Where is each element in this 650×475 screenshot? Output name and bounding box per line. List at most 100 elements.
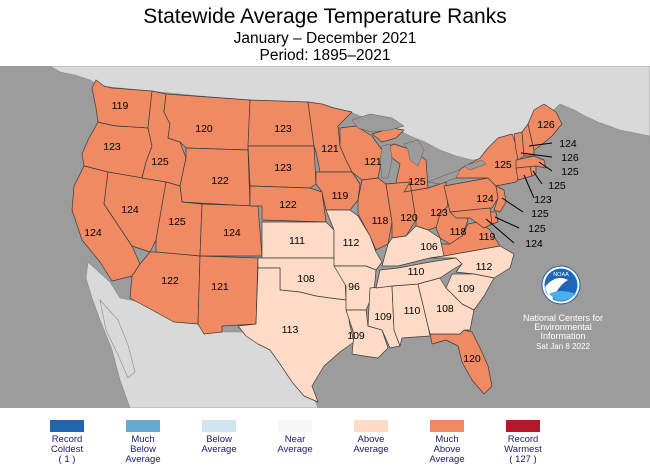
rank-ia: 119 <box>332 190 349 202</box>
legend: Record Coldest( 1 ) Much Below Average Below A… <box>0 408 650 475</box>
legend-item: Record Coldest( 1 ) <box>29 420 105 465</box>
legend-swatch <box>354 420 388 432</box>
rank-oh: 123 <box>430 207 448 219</box>
rank-mi: 125 <box>408 176 426 188</box>
rank-co: 124 <box>223 227 241 239</box>
rank-nc: 112 <box>476 261 493 273</box>
pointer-ri <box>532 170 543 185</box>
legend-label: Average <box>353 444 389 455</box>
rank-ma: 125 <box>561 166 579 178</box>
state-ga <box>417 277 475 335</box>
rank-ky: 106 <box>420 241 438 253</box>
rank-in: 120 <box>400 212 418 224</box>
rank-la: 109 <box>347 330 365 342</box>
rank-ct: 123 <box>534 194 552 206</box>
state-md <box>449 207 493 229</box>
legend-label: Average <box>429 454 465 465</box>
state-oh <box>403 181 449 231</box>
lake-michigan <box>379 143 393 179</box>
rank-ks: 111 <box>289 235 305 247</box>
rank-ar: 96 <box>348 281 360 293</box>
legend-label: Record <box>51 434 83 445</box>
us-temperature-rank-map: 119 123 124 125 124 120 122 125 122 124 … <box>0 66 650 408</box>
lake-erie <box>427 169 461 185</box>
noaa-org-line1: National Centers for <box>523 313 603 323</box>
legend-label: Below <box>206 434 232 445</box>
map-period: Period: 1895–2021 <box>259 47 391 64</box>
rank-al: 110 <box>404 305 421 317</box>
states-much-above <box>71 79 563 395</box>
title-block: Statewide Average Temperature Ranks Janu… <box>0 0 650 66</box>
legend-label: Coldest <box>50 444 84 455</box>
legend-item: Near Average <box>257 420 333 455</box>
rank-va: 119 <box>479 231 496 243</box>
rank-de: 125 <box>528 223 546 235</box>
pointer-md <box>485 218 515 244</box>
map-title: Statewide Average Temperature Ranks <box>143 5 507 28</box>
legend-swatch <box>430 420 464 432</box>
pointer-ma <box>538 161 553 172</box>
legend-swatch <box>506 420 540 432</box>
rank-nh: 124 <box>559 138 577 150</box>
legend-label: Warmest <box>504 444 542 455</box>
rank-sc: 109 <box>457 283 475 295</box>
rank-tx: 113 <box>282 324 299 336</box>
rank-ne: 122 <box>279 199 297 211</box>
state-nh <box>521 123 535 157</box>
rank-az: 122 <box>161 275 179 287</box>
rank-ca: 124 <box>84 227 102 239</box>
rank-il: 118 <box>372 215 389 227</box>
state-sd <box>247 145 317 189</box>
rank-wy: 122 <box>211 175 229 187</box>
rank-ri: 125 <box>548 180 566 192</box>
legend-item: Above Average <box>333 420 409 455</box>
state-il <box>357 177 393 251</box>
rank-wi: 121 <box>364 156 382 168</box>
legend-label: Above <box>357 434 385 445</box>
legend-label: Much <box>435 434 459 445</box>
state-la <box>345 309 389 359</box>
legend-swatch <box>202 420 236 432</box>
baja-peninsula <box>99 298 136 379</box>
legend-swatch <box>278 420 312 432</box>
rank-tn: 110 <box>408 266 425 278</box>
rank-wa: 119 <box>112 100 129 112</box>
pointer-nj <box>501 197 524 213</box>
great-lakes <box>351 113 487 185</box>
rank-ok: 108 <box>297 273 315 285</box>
legend-label: Near <box>284 434 306 445</box>
legend-item: Record Warmest( 127 ) <box>485 420 561 465</box>
legend-label: Average <box>125 454 161 465</box>
rank-pa: 124 <box>476 193 494 205</box>
legend-label: Record <box>507 434 539 445</box>
rank-nd: 123 <box>274 123 292 135</box>
noaa-logo: NOAA <box>541 265 581 305</box>
ne-pointer-lines <box>485 142 553 244</box>
legend-swatch <box>126 420 160 432</box>
rank-fl: 120 <box>463 353 481 365</box>
legend-label: Average <box>277 444 313 455</box>
rank-vt: 126 <box>561 152 579 164</box>
legend-label: ( 127 ) <box>509 454 537 465</box>
rank-sd: 123 <box>274 162 292 174</box>
rank-nv: 124 <box>121 204 139 216</box>
rank-ms: 109 <box>374 311 392 323</box>
pointer-de <box>494 216 520 229</box>
legend-item: Much Above Average <box>409 420 485 465</box>
rank-mn: 121 <box>321 143 339 155</box>
rank-wv: 118 <box>450 226 467 238</box>
noaa-org-line2: Environmental <box>534 322 592 332</box>
rank-or: 123 <box>103 141 121 153</box>
legend-item: Below Average <box>181 420 257 455</box>
state-nm <box>197 255 259 335</box>
pointer-ct <box>523 174 535 199</box>
rank-me: 126 <box>537 119 555 131</box>
state-mo <box>325 209 383 271</box>
state-nj <box>493 185 507 213</box>
noaa-org-line3: Information <box>540 331 585 341</box>
state-rank-labels: 119 123 124 125 124 120 122 125 122 124 … <box>84 100 579 365</box>
noaa-date: Sat Jan 8 2022 <box>536 342 590 351</box>
noaa-logo-wave <box>549 291 576 301</box>
pointer-vt <box>520 152 553 158</box>
legend-item: Much Below Average <box>105 420 181 465</box>
